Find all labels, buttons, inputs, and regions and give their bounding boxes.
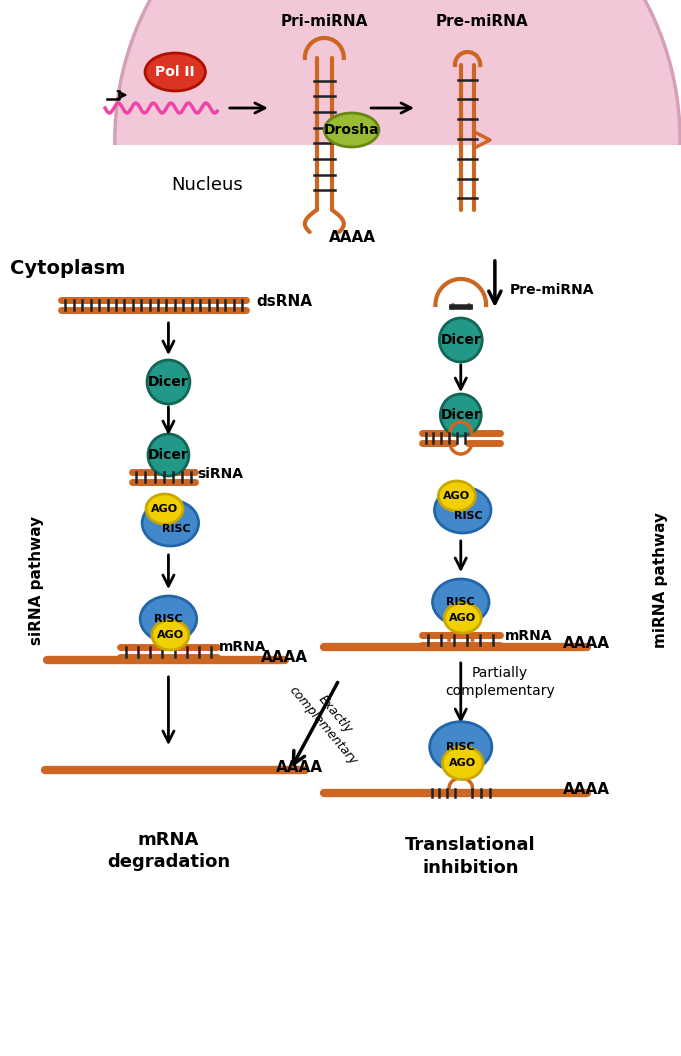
- Text: Dicer: Dicer: [148, 448, 189, 463]
- Text: AGO: AGO: [151, 504, 178, 514]
- Text: Pre-miRNA: Pre-miRNA: [436, 15, 528, 30]
- Text: siRNA pathway: siRNA pathway: [29, 515, 44, 644]
- Bar: [18, 145, 681, 1056]
- Text: Cytoplasm: Cytoplasm: [10, 259, 126, 278]
- Ellipse shape: [142, 499, 199, 546]
- Text: Pri-miRNA: Pri-miRNA: [281, 15, 368, 30]
- Text: Dicer: Dicer: [441, 333, 481, 347]
- Ellipse shape: [152, 620, 189, 650]
- Text: RISC: RISC: [454, 511, 483, 521]
- Text: AAAA: AAAA: [563, 637, 610, 652]
- Ellipse shape: [115, 0, 680, 430]
- Text: Dicer: Dicer: [148, 375, 189, 389]
- Text: mRNA: mRNA: [138, 831, 199, 849]
- Text: Pre-miRNA: Pre-miRNA: [509, 283, 594, 297]
- Ellipse shape: [439, 318, 482, 362]
- Text: Drosha: Drosha: [324, 122, 379, 137]
- Text: degradation: degradation: [107, 853, 230, 871]
- Text: RISC: RISC: [154, 614, 183, 624]
- Text: AAAA: AAAA: [276, 760, 323, 775]
- Ellipse shape: [430, 721, 492, 772]
- Text: inhibition: inhibition: [422, 859, 519, 876]
- Text: Exactly
complementary: Exactly complementary: [286, 673, 373, 768]
- Text: AAAA: AAAA: [329, 230, 376, 245]
- Ellipse shape: [145, 53, 206, 91]
- Text: AAAA: AAAA: [563, 782, 610, 797]
- Text: Dicer: Dicer: [441, 408, 481, 422]
- Text: Nucleus: Nucleus: [172, 176, 243, 194]
- Text: miRNA pathway: miRNA pathway: [653, 512, 668, 648]
- Text: AGO: AGO: [157, 630, 184, 640]
- Text: Pol II: Pol II: [155, 65, 195, 79]
- Text: AGO: AGO: [443, 491, 471, 501]
- Ellipse shape: [140, 596, 197, 642]
- Ellipse shape: [148, 434, 189, 476]
- Text: mRNA: mRNA: [505, 629, 552, 643]
- Ellipse shape: [441, 394, 481, 436]
- Text: siRNA: siRNA: [197, 467, 244, 480]
- Text: AGO: AGO: [449, 758, 476, 768]
- Text: Translational: Translational: [405, 836, 536, 854]
- Text: dsRNA: dsRNA: [256, 295, 312, 309]
- Ellipse shape: [432, 579, 489, 625]
- Ellipse shape: [439, 480, 475, 511]
- Ellipse shape: [147, 360, 190, 404]
- Text: Partially
complementary: Partially complementary: [445, 665, 554, 698]
- Ellipse shape: [444, 603, 481, 633]
- Text: AAAA: AAAA: [261, 649, 308, 664]
- Ellipse shape: [324, 113, 379, 147]
- Text: mRNA: mRNA: [219, 640, 266, 654]
- Text: RISC: RISC: [162, 524, 191, 534]
- Text: RISC: RISC: [447, 742, 475, 752]
- Ellipse shape: [434, 487, 491, 533]
- Ellipse shape: [443, 747, 483, 779]
- Ellipse shape: [146, 494, 183, 524]
- Text: AGO: AGO: [449, 612, 476, 623]
- Text: RISC: RISC: [447, 597, 475, 607]
